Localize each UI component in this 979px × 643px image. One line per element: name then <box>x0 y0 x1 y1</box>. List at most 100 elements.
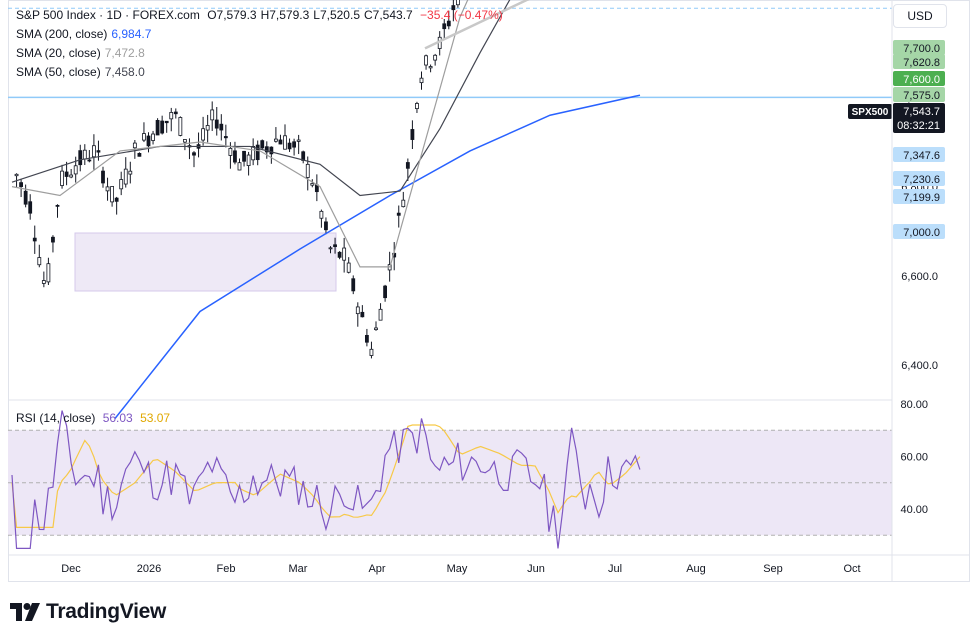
indicator-legend-2[interactable]: SMA (50, close) 7,458.0 <box>16 65 145 79</box>
candle-body <box>287 142 292 150</box>
indicator-label: SMA (20, close) <box>16 46 101 60</box>
candle <box>364 328 369 347</box>
rsi-line <box>11 410 641 549</box>
candle-body <box>92 145 96 158</box>
candle-body <box>260 140 265 149</box>
candle-body <box>51 236 55 243</box>
candle-body <box>401 199 406 208</box>
price-tag-label: 7,347.6 <box>903 150 940 162</box>
candle-body <box>219 123 224 131</box>
ohlc-h: H7,579.3 <box>260 8 310 22</box>
candle <box>196 132 201 158</box>
candle <box>264 141 269 159</box>
candle <box>260 139 265 151</box>
candle-body <box>342 247 347 261</box>
price-tag-bg <box>893 103 945 133</box>
indicator-legend-1[interactable]: SMA (20, close) 7,472.8 <box>16 46 145 60</box>
indicator-label: SMA (200, close) <box>16 27 108 41</box>
candle-body <box>355 306 360 315</box>
candle-body <box>446 20 451 27</box>
candle <box>446 10 451 30</box>
candle-body <box>264 146 269 153</box>
candle <box>305 156 310 191</box>
price-tag-label: 7,620.8 <box>903 57 940 69</box>
candle-body <box>319 210 324 219</box>
candle-body <box>237 162 242 171</box>
candle <box>192 151 196 168</box>
candle <box>246 151 251 176</box>
price-tag: 7,620.8 <box>893 54 945 69</box>
rsi-ma-line <box>11 424 641 528</box>
indicator-label: SMA (50, close) <box>16 65 101 79</box>
candle <box>69 169 74 179</box>
candle-body <box>310 183 315 186</box>
candle <box>396 205 401 228</box>
candle <box>23 184 28 208</box>
candle <box>119 171 124 196</box>
candle-body <box>105 186 110 192</box>
candle-body <box>128 170 133 175</box>
candle <box>205 114 210 143</box>
price-tag: 7,700.0 <box>893 40 945 55</box>
consolidation-box <box>74 232 337 292</box>
candle-body <box>378 308 383 321</box>
candle <box>155 118 160 136</box>
candle <box>360 305 365 318</box>
price-tag-label: 7,000.0 <box>903 227 940 239</box>
ohlc-c: C7,543.7 <box>364 8 413 22</box>
candle-body <box>296 139 301 142</box>
x-tick-label: Sep <box>763 563 783 575</box>
candle-body <box>137 153 142 157</box>
price-tag-bg <box>893 87 945 102</box>
candle-body <box>246 154 251 166</box>
candle <box>378 303 383 321</box>
chart-frame <box>8 0 970 582</box>
candle-body <box>442 23 447 30</box>
rsi-value: 56.03 <box>102 411 133 425</box>
candle-body <box>424 55 428 66</box>
candle <box>182 139 187 151</box>
price-tag-bg <box>893 147 945 162</box>
tradingview-icon <box>10 603 40 621</box>
candle <box>419 71 424 90</box>
indicator-value: 7,472.8 <box>104 46 145 60</box>
candle <box>28 194 33 220</box>
candle-body <box>55 204 60 207</box>
candle <box>283 124 287 150</box>
rsi-tick-label: 80.00 <box>900 399 928 411</box>
symbol-tag: SPX500 <box>848 104 892 119</box>
candle <box>123 157 128 188</box>
price-tag-label: 7,199.9 <box>903 192 940 204</box>
indicator-value: 7,458.0 <box>104 65 145 79</box>
candle <box>237 158 242 171</box>
rsi-tick-label: 60.00 <box>900 452 928 464</box>
price-tag-bg <box>893 171 945 186</box>
candle <box>60 164 64 189</box>
indicator-legend-0[interactable]: SMA (200, close) 6,984.7 <box>16 27 151 41</box>
candle-body <box>410 129 415 140</box>
price-tick-label: 6,600.0 <box>901 271 938 283</box>
currency-button[interactable]: USD <box>893 4 947 28</box>
candle-body <box>119 179 124 190</box>
price-tag-label: 7,543.7 <box>903 106 940 118</box>
candle-body <box>273 138 278 142</box>
candle-body <box>214 119 219 129</box>
price-tag-label: 7,600.0 <box>903 74 940 86</box>
candle <box>424 54 428 70</box>
rsi-tick-label: 40.00 <box>900 504 928 516</box>
x-tick-label: Jul <box>608 563 622 575</box>
candle-body <box>132 142 137 149</box>
candle <box>442 19 447 39</box>
candle-body <box>46 263 51 283</box>
price-tick-label: 6,400.0 <box>901 360 938 372</box>
price-change: −35.4 (−0.47%) <box>420 8 503 22</box>
candle-body <box>69 174 74 178</box>
candle-body <box>210 109 215 121</box>
candle <box>87 150 92 163</box>
candle <box>273 127 278 143</box>
candle <box>255 140 260 166</box>
candle <box>151 130 155 145</box>
candle-body <box>37 257 42 266</box>
price-tag: 7,600.0 <box>893 71 945 86</box>
